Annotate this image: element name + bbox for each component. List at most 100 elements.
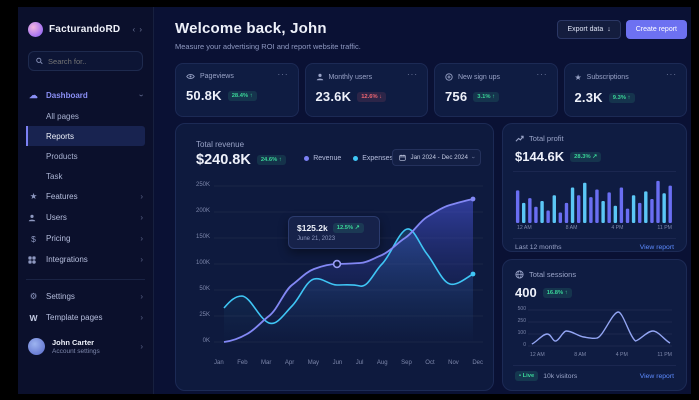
x-tick: Sep: [401, 360, 412, 366]
profit-value: $144.6K: [515, 149, 565, 164]
revenue-chart[interactable]: [214, 174, 483, 354]
sidebar-item-users[interactable]: Users ›: [28, 207, 143, 228]
create-report-label: Create report: [635, 26, 677, 33]
x-tick: 8 AM: [565, 225, 578, 231]
sidebar-divider: [26, 279, 145, 280]
date-range-value: Jan 2024 - Dec 2024: [410, 154, 468, 161]
sessions-x-axis: 12 AM 8 AM 4 PM 11 PM: [515, 350, 674, 358]
sidebar-item-products[interactable]: Products: [26, 146, 145, 166]
view-report-link[interactable]: View report: [639, 372, 674, 380]
revenue-delta-badge: 24.6% ↑: [256, 155, 286, 165]
sidebar-item-label: Reports: [46, 131, 75, 141]
stat-card-new-signups: New sign ups ··· 756 3.1% ↑: [434, 63, 558, 117]
sidebar-item-label: Users: [46, 213, 67, 222]
plus-circle-icon: [445, 73, 453, 81]
calendar-icon: [399, 154, 407, 161]
sidebar-item-label: Template pages: [46, 313, 103, 322]
x-tick: Feb: [237, 360, 248, 366]
globe-icon: [515, 270, 524, 279]
x-tick: 12 AM: [517, 225, 532, 231]
sidebar-item-reports[interactable]: Reports: [26, 126, 145, 146]
card-menu-icon[interactable]: ···: [536, 70, 548, 79]
stat-head: ★ Subscriptions: [575, 73, 677, 82]
y-tick: 25K: [199, 312, 210, 318]
x-tick: Mar: [261, 360, 272, 366]
view-report-link[interactable]: View report: [639, 244, 674, 251]
stat-label: Pageviews: [200, 73, 234, 80]
webflow-icon: W: [29, 312, 38, 323]
user-icon: [316, 73, 323, 81]
card-menu-icon[interactable]: ···: [277, 70, 289, 79]
user-role: Account settings: [52, 348, 100, 355]
sidebar-collapse-icon[interactable]: ‹ ›: [132, 25, 143, 34]
sidebar-item-label: Products: [46, 151, 78, 161]
sidebar-item-features[interactable]: ★ Features ›: [28, 186, 143, 207]
stat-delta-badge: 12.6% ↓: [357, 91, 387, 102]
total-profit-card: Total profit $144.6K 28.3% ↗: [502, 123, 687, 252]
legend-label: Expenses: [362, 155, 393, 162]
x-tick: Oct: [425, 360, 435, 366]
stat-card-monthly-users: Monthly users ··· 23.6K 12.6% ↓: [304, 63, 428, 117]
x-tick: Dec: [472, 360, 483, 366]
legend-expenses[interactable]: Expenses: [353, 155, 393, 162]
search-box[interactable]: [28, 51, 143, 71]
sidebar-item-integrations[interactable]: Integrations ›: [28, 249, 143, 270]
page-header: Welcome back, John Measure your advertis…: [175, 20, 687, 51]
stat-delta-badge: 9.3% ↑: [608, 92, 635, 103]
card-menu-icon[interactable]: ···: [666, 70, 677, 79]
app-logo-text: FacturandoRD: [49, 24, 121, 35]
sessions-y-axis: 500 250 100 0: [515, 304, 528, 350]
date-range-select[interactable]: Jan 2024 - Dec 2024 ›: [392, 149, 481, 166]
revenue-value: $240.8K: [196, 152, 251, 168]
stat-head: Monthly users: [316, 73, 418, 81]
sessions-chart[interactable]: 500 250 100 0: [515, 304, 674, 350]
sidebar-item-template-pages[interactable]: W Template pages ›: [28, 307, 143, 328]
chevron-right-icon: ›: [140, 292, 143, 301]
sessions-value: 400: [515, 285, 537, 300]
sidebar-item-all-pages[interactable]: All pages: [26, 106, 145, 126]
divider: [513, 171, 676, 172]
star-icon: ★: [29, 191, 38, 201]
sidebar-item-label: Integrations: [46, 255, 88, 264]
stat-value: 23.6K: [315, 89, 352, 104]
sidebar-item-pricing[interactable]: $ Pricing ›: [28, 228, 143, 249]
sidebar-nav: ☁ Dashboard › All pages Reports Products…: [26, 85, 146, 328]
sidebar-item-settings[interactable]: ⚙ Settings ›: [28, 286, 143, 307]
hover-marker: [332, 259, 342, 269]
y-tick: 50K: [199, 286, 210, 292]
profit-bar-chart[interactable]: [515, 177, 674, 223]
chevron-right-icon: ›: [140, 342, 143, 351]
sidebar-item-label: Dashboard: [46, 91, 88, 100]
stat-card-pageviews: Pageviews ··· 50.8K 28.4% ↑: [175, 63, 299, 117]
x-tick: Jun: [332, 360, 343, 366]
y-tick: 0: [523, 342, 526, 348]
divider: [513, 238, 676, 239]
sessions-delta-badge: 16.8% ↑: [542, 287, 572, 298]
x-tick: 4 PM: [611, 225, 624, 231]
x-axis-labels: Jan Feb Mar Apr May Jun Jul Aug Sep Oct …: [214, 360, 483, 366]
stat-head: New sign ups: [445, 73, 547, 81]
x-tick: 11 PM: [657, 225, 672, 231]
export-data-button[interactable]: Export data ↓: [557, 20, 621, 39]
dashboard-icon: ☁: [29, 90, 38, 100]
card-menu-icon[interactable]: ···: [407, 70, 418, 79]
sessions-footer: • Live 10k visitors View report: [515, 371, 674, 381]
x-tick: 11 PM: [657, 352, 672, 358]
y-tick: 0K: [202, 338, 210, 344]
stat-head: Pageviews: [186, 73, 288, 80]
revenue-dot-icon: [304, 156, 310, 161]
sessions-head: Total sessions: [515, 270, 674, 279]
header-text: Welcome back, John Measure your advertis…: [175, 20, 361, 51]
legend-revenue[interactable]: Revenue: [304, 155, 341, 162]
stat-value: 2.3K: [574, 90, 603, 105]
create-report-button[interactable]: Create report: [625, 20, 687, 39]
y-tick: 250: [517, 318, 526, 324]
sidebar-item-label: All pages: [46, 111, 79, 121]
page-subtitle: Measure your advertising ROI and report …: [175, 42, 361, 51]
sessions-line-svg: [528, 309, 672, 347]
account-settings-row[interactable]: John Carter Account settings ›: [28, 338, 143, 355]
search-input[interactable]: [48, 56, 135, 66]
x-tick: Apr: [284, 360, 295, 366]
sidebar-item-dashboard[interactable]: ☁ Dashboard ›: [28, 85, 146, 106]
sidebar-item-task[interactable]: Task: [26, 166, 145, 186]
